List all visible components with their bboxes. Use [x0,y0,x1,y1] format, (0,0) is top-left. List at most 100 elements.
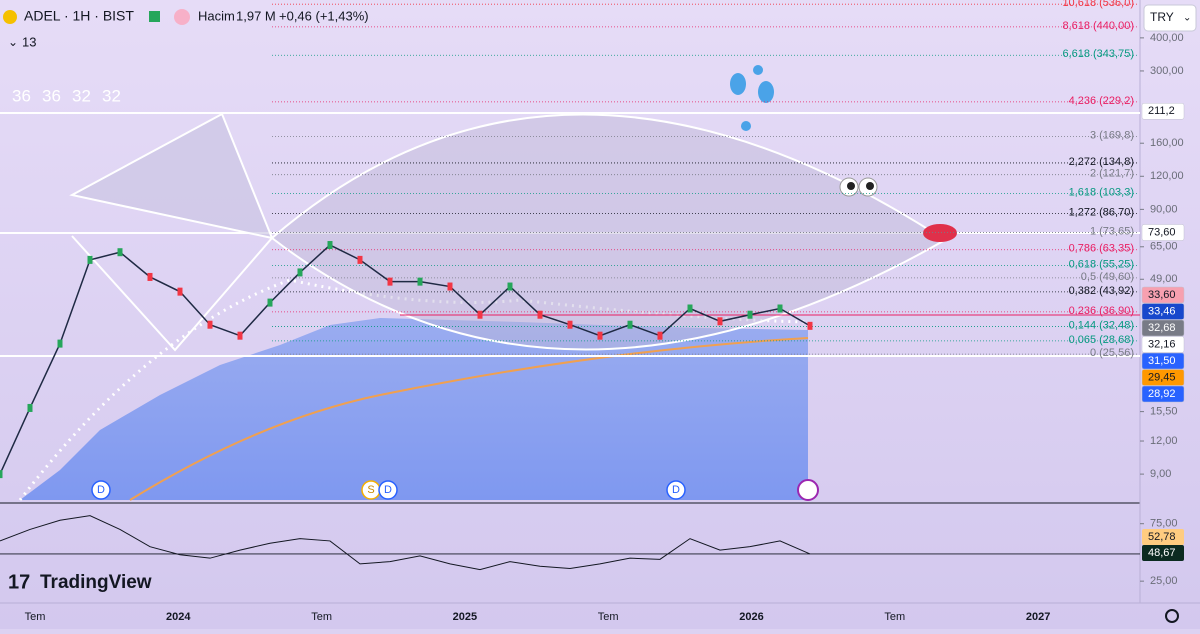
candle [747,310,753,319]
event-label[interactable]: D [672,484,680,496]
time-label: Tem [25,611,46,623]
time-label: Tem [311,611,332,623]
rsi-tick-label: 25,00 [1150,575,1178,587]
candle [267,298,273,307]
fib-label: 3 (169,8) [1090,129,1134,141]
candle [417,277,423,286]
v-drawing [71,235,273,352]
rsi-tag [1142,545,1184,561]
event-lightning[interactable] [797,479,819,501]
fib-label: 0,618 (55,25) [1069,258,1134,270]
price-line [0,244,811,475]
drops [730,65,774,131]
fib-label: 0,065 (28,68) [1069,334,1134,346]
symbol-logo [3,10,17,24]
fib-label: 1 (73,65) [1090,225,1134,237]
candle [537,310,543,319]
lips [923,224,957,242]
time-label: 2025 [453,611,477,623]
volume-icon [174,9,190,25]
candle [147,272,153,281]
time-label: 2026 [739,611,763,623]
currency[interactable]: TRY [1150,10,1174,24]
time-label: Tem [884,611,905,623]
fib-label: 0,5 (49,60) [1081,271,1134,283]
eyes [839,177,878,197]
event-marker[interactable] [91,480,111,500]
event-label[interactable]: S [367,484,374,496]
y-tick-label: 300,00 [1150,65,1184,77]
fib-label: 1,618 (103,3) [1069,186,1134,198]
y-tick-label: 400,00 [1150,32,1184,44]
indicator-count[interactable]: 13 [22,34,36,49]
rsi-tag [1142,529,1184,545]
value-number: 32 [72,86,91,105]
moving-average [129,337,809,501]
y-tick-label: 160,00 [1150,137,1184,149]
price-tag-label: 211,2 [1148,105,1175,117]
y-tick-label: 9,00 [1150,468,1171,480]
fib-label: 0,786 (63,35) [1069,243,1134,255]
price-tag [1141,224,1185,241]
candle [327,241,333,250]
price-tag-label: 33,46 [1148,305,1176,317]
price-tag-label: 31,50 [1148,355,1176,367]
price-tag [1141,385,1185,403]
fib-label: 6,618 (343,75) [1062,48,1134,60]
candle [297,268,303,277]
y-tick-label: 49,00 [1150,273,1178,285]
fib-label: 8,618 (440,00) [1062,20,1134,32]
event-label[interactable]: D [97,484,105,496]
brand: TradingView [40,572,152,593]
candle [627,320,633,329]
fib-label: 0,236 (36,90) [1069,305,1134,317]
y-tick-label: 65,00 [1150,241,1178,253]
value-number: 36 [42,86,61,105]
candle [777,304,783,313]
candle [357,255,363,264]
select-caret[interactable]: ⌄ [1183,13,1191,24]
brand-mark: 17 [8,571,30,593]
y-tick-label: 15,50 [1150,406,1178,418]
rsi-line [0,515,811,571]
price-tag [1141,319,1185,337]
candle [597,331,603,340]
candle [0,470,3,479]
fib-label: 1,272 (86,70) [1069,207,1134,219]
price-tag-label: 29,45 [1148,371,1176,383]
value-number: 32 [102,86,121,105]
event-marker[interactable] [378,480,398,500]
price-tag [1141,352,1185,370]
candle [717,317,723,326]
candle [117,248,123,257]
rsi-tick-label: 75,00 [1150,518,1178,530]
candle [657,331,663,340]
time-label: Tem [598,611,619,623]
value-number: 36 [12,86,31,105]
settings-icon[interactable] [1165,609,1179,623]
price-tag [1141,103,1185,120]
candle [447,282,453,291]
event-label[interactable]: D [384,484,392,496]
y-tick-label: 90,00 [1150,203,1178,215]
symbol: ADEL · 1H · BIST [24,8,134,24]
collapse-caret[interactable]: ⌄ [8,35,18,49]
triangle-drawing [69,112,274,240]
candle [57,339,63,348]
fib-label: 2,272 (134,8) [1069,156,1134,168]
dotted-average [18,278,809,501]
candle [807,321,813,330]
candle [687,304,693,313]
volume-area [20,318,808,500]
price-tag-label: 32,68 [1148,322,1176,334]
currency-select[interactable] [1143,4,1197,32]
fib-label: 0,144 (32,48) [1069,319,1134,331]
time-label: 2024 [166,611,191,623]
candle [237,331,243,340]
event-marker[interactable] [666,480,686,500]
price-tag [1141,303,1185,320]
volume-value: 1,97 M [236,8,276,23]
